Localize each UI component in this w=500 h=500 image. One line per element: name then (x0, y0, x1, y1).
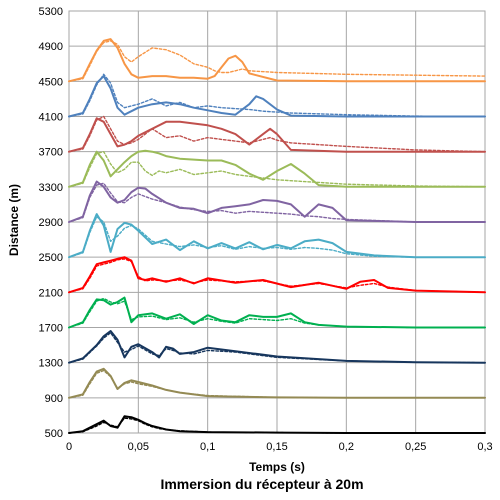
series-11 (68, 38, 486, 83)
x-tick-label: 0,15 (266, 441, 287, 453)
series-7 (68, 180, 486, 223)
series-10-dashed-line (68, 73, 486, 118)
x-axis-title: Temps (s) (249, 460, 305, 474)
series-8-solid-line (68, 149, 486, 188)
y-tick-label: 4500 (39, 76, 63, 88)
series-1-solid-line (68, 415, 486, 434)
tick-labels: 500 900 1300 1700 2100 2500 2900 3300 3700 4100 45… (39, 6, 493, 453)
series-5-solid-line (68, 256, 486, 294)
y-tick-label: 500 (45, 428, 63, 440)
y-tick-label: 4900 (39, 41, 63, 53)
series-3 (68, 330, 486, 364)
series-11-solid-line (68, 38, 486, 83)
series-6-dashed-line (68, 215, 486, 258)
chart-title: Immersion du récepteur à 20m (160, 476, 363, 492)
y-tick-label: 4100 (39, 112, 63, 124)
series-4 (68, 296, 486, 329)
y-tick-label: 3300 (39, 182, 63, 194)
y-tick-label: 1700 (39, 323, 63, 335)
series-7-solid-line (68, 180, 486, 223)
x-tick-label: 0,1 (200, 441, 215, 453)
series-9-dashed-line (68, 115, 486, 153)
series-2-solid-line (68, 367, 486, 399)
series-10-solid-line (68, 75, 486, 118)
series-2 (68, 367, 486, 399)
x-tick-label: 0,2 (339, 441, 354, 453)
series-5 (68, 256, 486, 294)
x-tick-label: 0,05 (128, 441, 149, 453)
series-4-solid-line (68, 296, 486, 329)
series-9-solid-line (68, 117, 486, 153)
series-8 (68, 149, 486, 188)
series-9 (68, 115, 486, 153)
y-tick-label: 2100 (39, 287, 63, 299)
series-6-solid-line (68, 213, 486, 259)
y-tick-label: 1300 (39, 358, 63, 370)
series-5-dashed-line (68, 258, 486, 293)
x-tick-label: 0,3 (477, 441, 492, 453)
series-8-dashed-line (68, 150, 486, 188)
series-group (68, 38, 486, 434)
series-3-solid-line (68, 330, 486, 364)
x-tick-label: 0 (66, 441, 72, 453)
series-10 (68, 73, 486, 118)
y-tick-label: 2500 (39, 252, 63, 264)
y-tick-label: 900 (45, 393, 63, 405)
y-tick-label: 2900 (39, 217, 63, 229)
y-tick-label: 3700 (39, 147, 63, 159)
x-tick-label: 0,25 (405, 441, 426, 453)
y-axis-title: Distance (m) (7, 184, 21, 256)
y-tick-label: 5300 (39, 6, 63, 18)
series-6 (68, 213, 486, 259)
series-1 (68, 415, 486, 434)
